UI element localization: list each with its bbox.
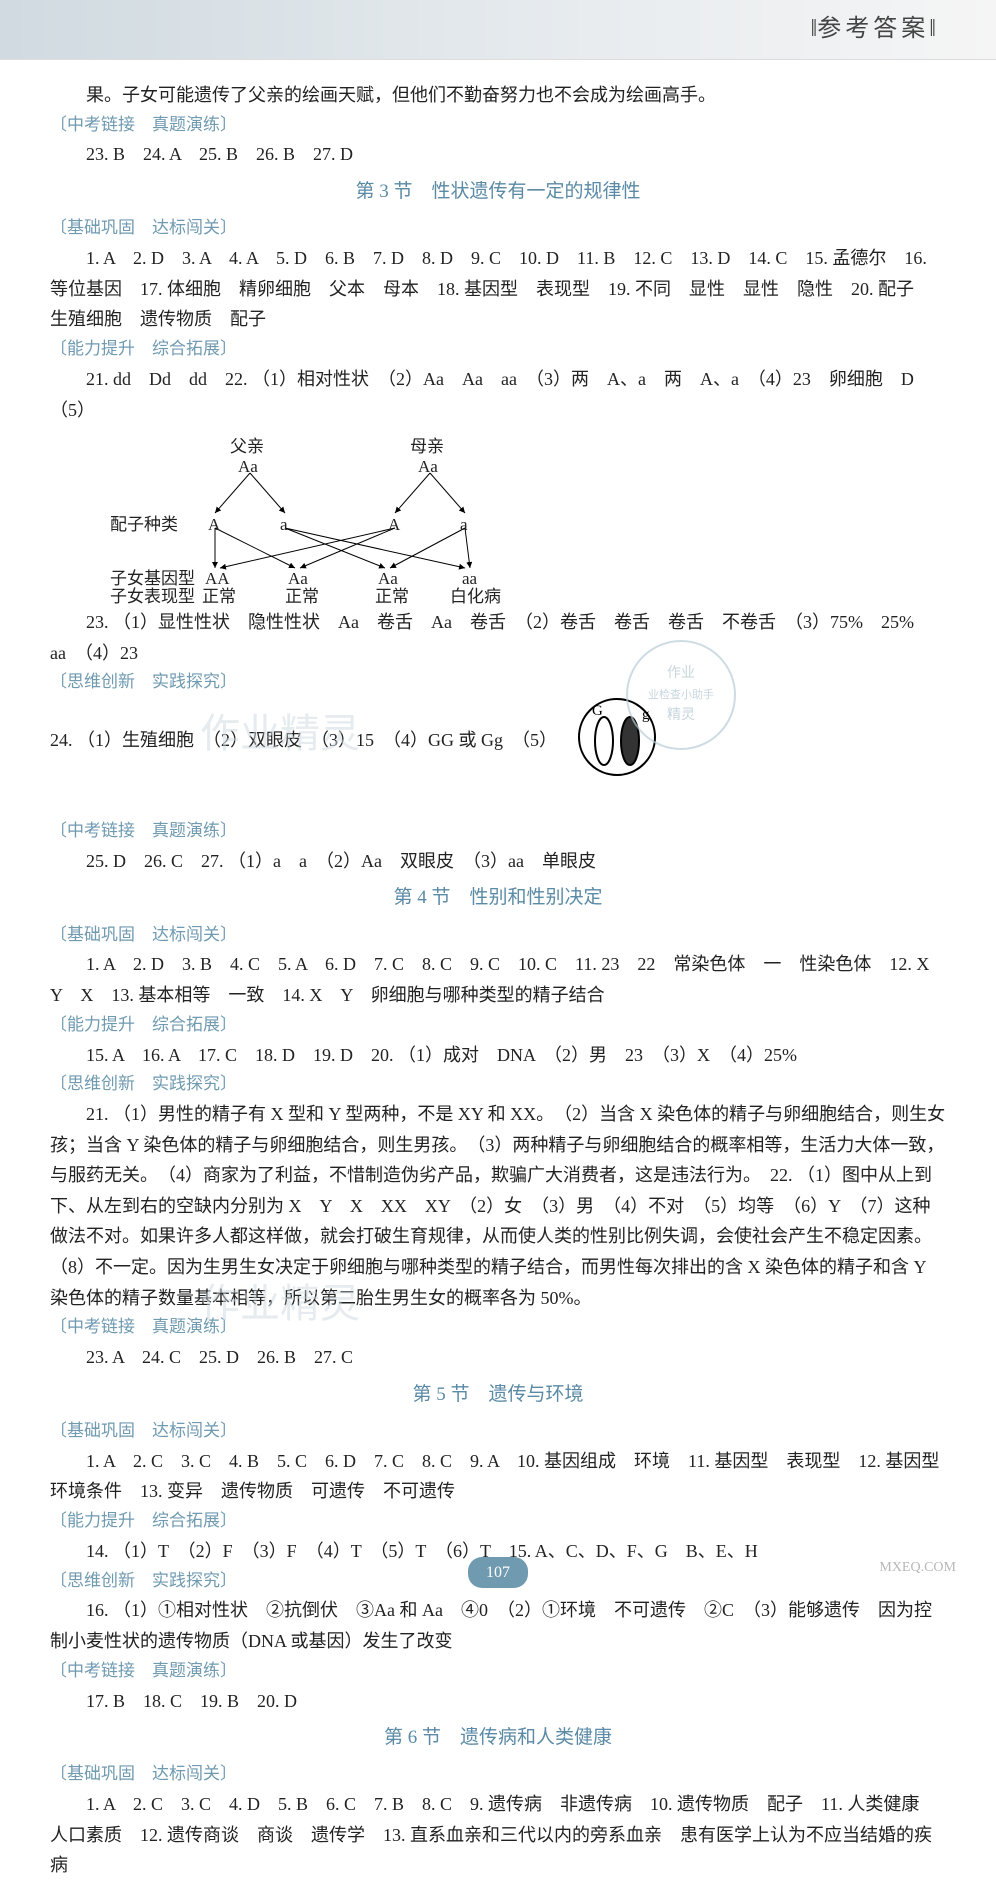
s5-zk: 17. B 18. C 19. B 20. D	[50, 1686, 946, 1717]
mother-geno: Aa	[418, 453, 438, 482]
label-jc-4: 〔基础巩固 达标闯关〕	[50, 921, 946, 950]
s3-jc: 1. A 2. D 3. A 4. A 5. D 6. B 7. D 8. D …	[50, 243, 946, 335]
circle-G-text: G	[592, 703, 603, 719]
s5-jc: 1. A 2. C 3. C 4. B 5. C 6. D 7. C 8. C …	[50, 1446, 946, 1507]
label-zk-3: 〔中考链接 真题演练〕	[50, 817, 946, 846]
gamete-a1: a	[280, 511, 288, 540]
gamete-label: 配子种类	[110, 511, 178, 540]
footer-logo: MXEQ.COM	[879, 1556, 956, 1580]
label-sw-3: 〔思维创新 实践探究〕	[50, 668, 946, 697]
bar-right: ‖	[929, 9, 936, 50]
label-nl-3: 〔能力提升 综合拓展〕	[50, 335, 946, 364]
header-title: 参考答案	[817, 9, 929, 50]
label-jc-5: 〔基础巩固 达标闯关〕	[50, 1417, 946, 1446]
pheno-4: 白化病	[450, 583, 501, 612]
intro-line: 果。子女可能遗传了父亲的绘画天赋，但他们不勤奋努力也不会成为绘画高手。	[50, 80, 946, 111]
label-sw-4: 〔思维创新 实践探究〕	[50, 1070, 946, 1099]
gamete-circle-diagram: G g	[572, 697, 662, 777]
gamete-a2: a	[460, 511, 468, 540]
s3-23: 23. （1）显性性状 隐性性状 Aa 卷舌 Aa 卷舌 （2）卷舌 卷舌 卷舌…	[50, 607, 946, 668]
s3-zk: 25. D 26. C 27. （1）a a （2）Aa 双眼皮 （3）aa 单…	[50, 846, 946, 877]
section4-title: 第 4 节 性别和性别决定	[50, 882, 946, 914]
gamete-A2: A	[388, 511, 400, 540]
label-zk-5: 〔中考链接 真题演练〕	[50, 1657, 946, 1686]
section5-title: 第 5 节 遗传与环境	[50, 1379, 946, 1411]
father-geno: Aa	[238, 453, 258, 482]
section6-title: 第 6 节 遗传病和人类健康	[50, 1722, 946, 1754]
label-nl-4: 〔能力提升 综合拓展〕	[50, 1011, 946, 1040]
s4-sw: 21. （1）男性的精子有 X 型和 Y 型两种，不是 XY 和 XX。 （2）…	[50, 1099, 946, 1313]
label-zk-4: 〔中考链接 真题演练〕	[50, 1313, 946, 1342]
label-jc-3: 〔基础巩固 达标闯关〕	[50, 214, 946, 243]
pheno-1: 正常	[202, 583, 236, 612]
s4-jc: 1. A 2. D 3. B 4. C 5. A 6. D 7. C 8. C …	[50, 949, 946, 1010]
page-number: 107	[468, 1557, 528, 1588]
pheno-label: 子女表现型	[110, 583, 195, 612]
section3-title: 第 3 节 性状遗传有一定的规律性	[50, 176, 946, 208]
s5-sw: 16. （1）①相对性状 ②抗倒伏 ③Aa 和 Aa ④0 （2）①环境 不可遗…	[50, 1595, 946, 1656]
s4-nl: 15. A 16. A 17. C 18. D 19. D 20. （1）成对 …	[50, 1040, 946, 1071]
bar-left: ‖	[811, 9, 818, 50]
header-banner: ‖ 参考答案 ‖	[0, 0, 996, 60]
pheno-2: 正常	[285, 583, 319, 612]
circle-g-text: g	[642, 707, 650, 723]
page-content: 果。子女可能遗传了父亲的绘画天赋，但他们不勤奋努力也不会成为绘画高手。 〔中考链…	[50, 80, 946, 1881]
sec-a-zk: 23. B 24. A 25. B 26. B 27. D	[50, 139, 946, 170]
s3-nl-21: 21. dd Dd dd 22. （1）相对性状 （2）Aa Aa aa （3）…	[50, 364, 946, 425]
pheno-3: 正常	[375, 583, 409, 612]
label-zk-1: 〔中考链接 真题演练〕	[50, 111, 946, 140]
label-jc-6: 〔基础巩固 达标闯关〕	[50, 1760, 946, 1789]
s4-zk: 23. A 24. C 25. D 26. B 27. C	[50, 1342, 946, 1373]
label-nl-5: 〔能力提升 综合拓展〕	[50, 1507, 946, 1536]
s3-sw-24: 24. （1）生殖细胞 （2）双眼皮 （3）15 （4）GG 或 Gg （5）	[50, 730, 557, 750]
genetics-diagram: 父亲 母亲 Aa Aa 配子种类 A a A a 子女基因型 子女表现型 AA …	[110, 433, 590, 603]
gamete-A1: A	[208, 511, 220, 540]
s6-jc: 1. A 2. C 3. C 4. D 5. B 6. C 7. B 8. C …	[50, 1789, 946, 1881]
